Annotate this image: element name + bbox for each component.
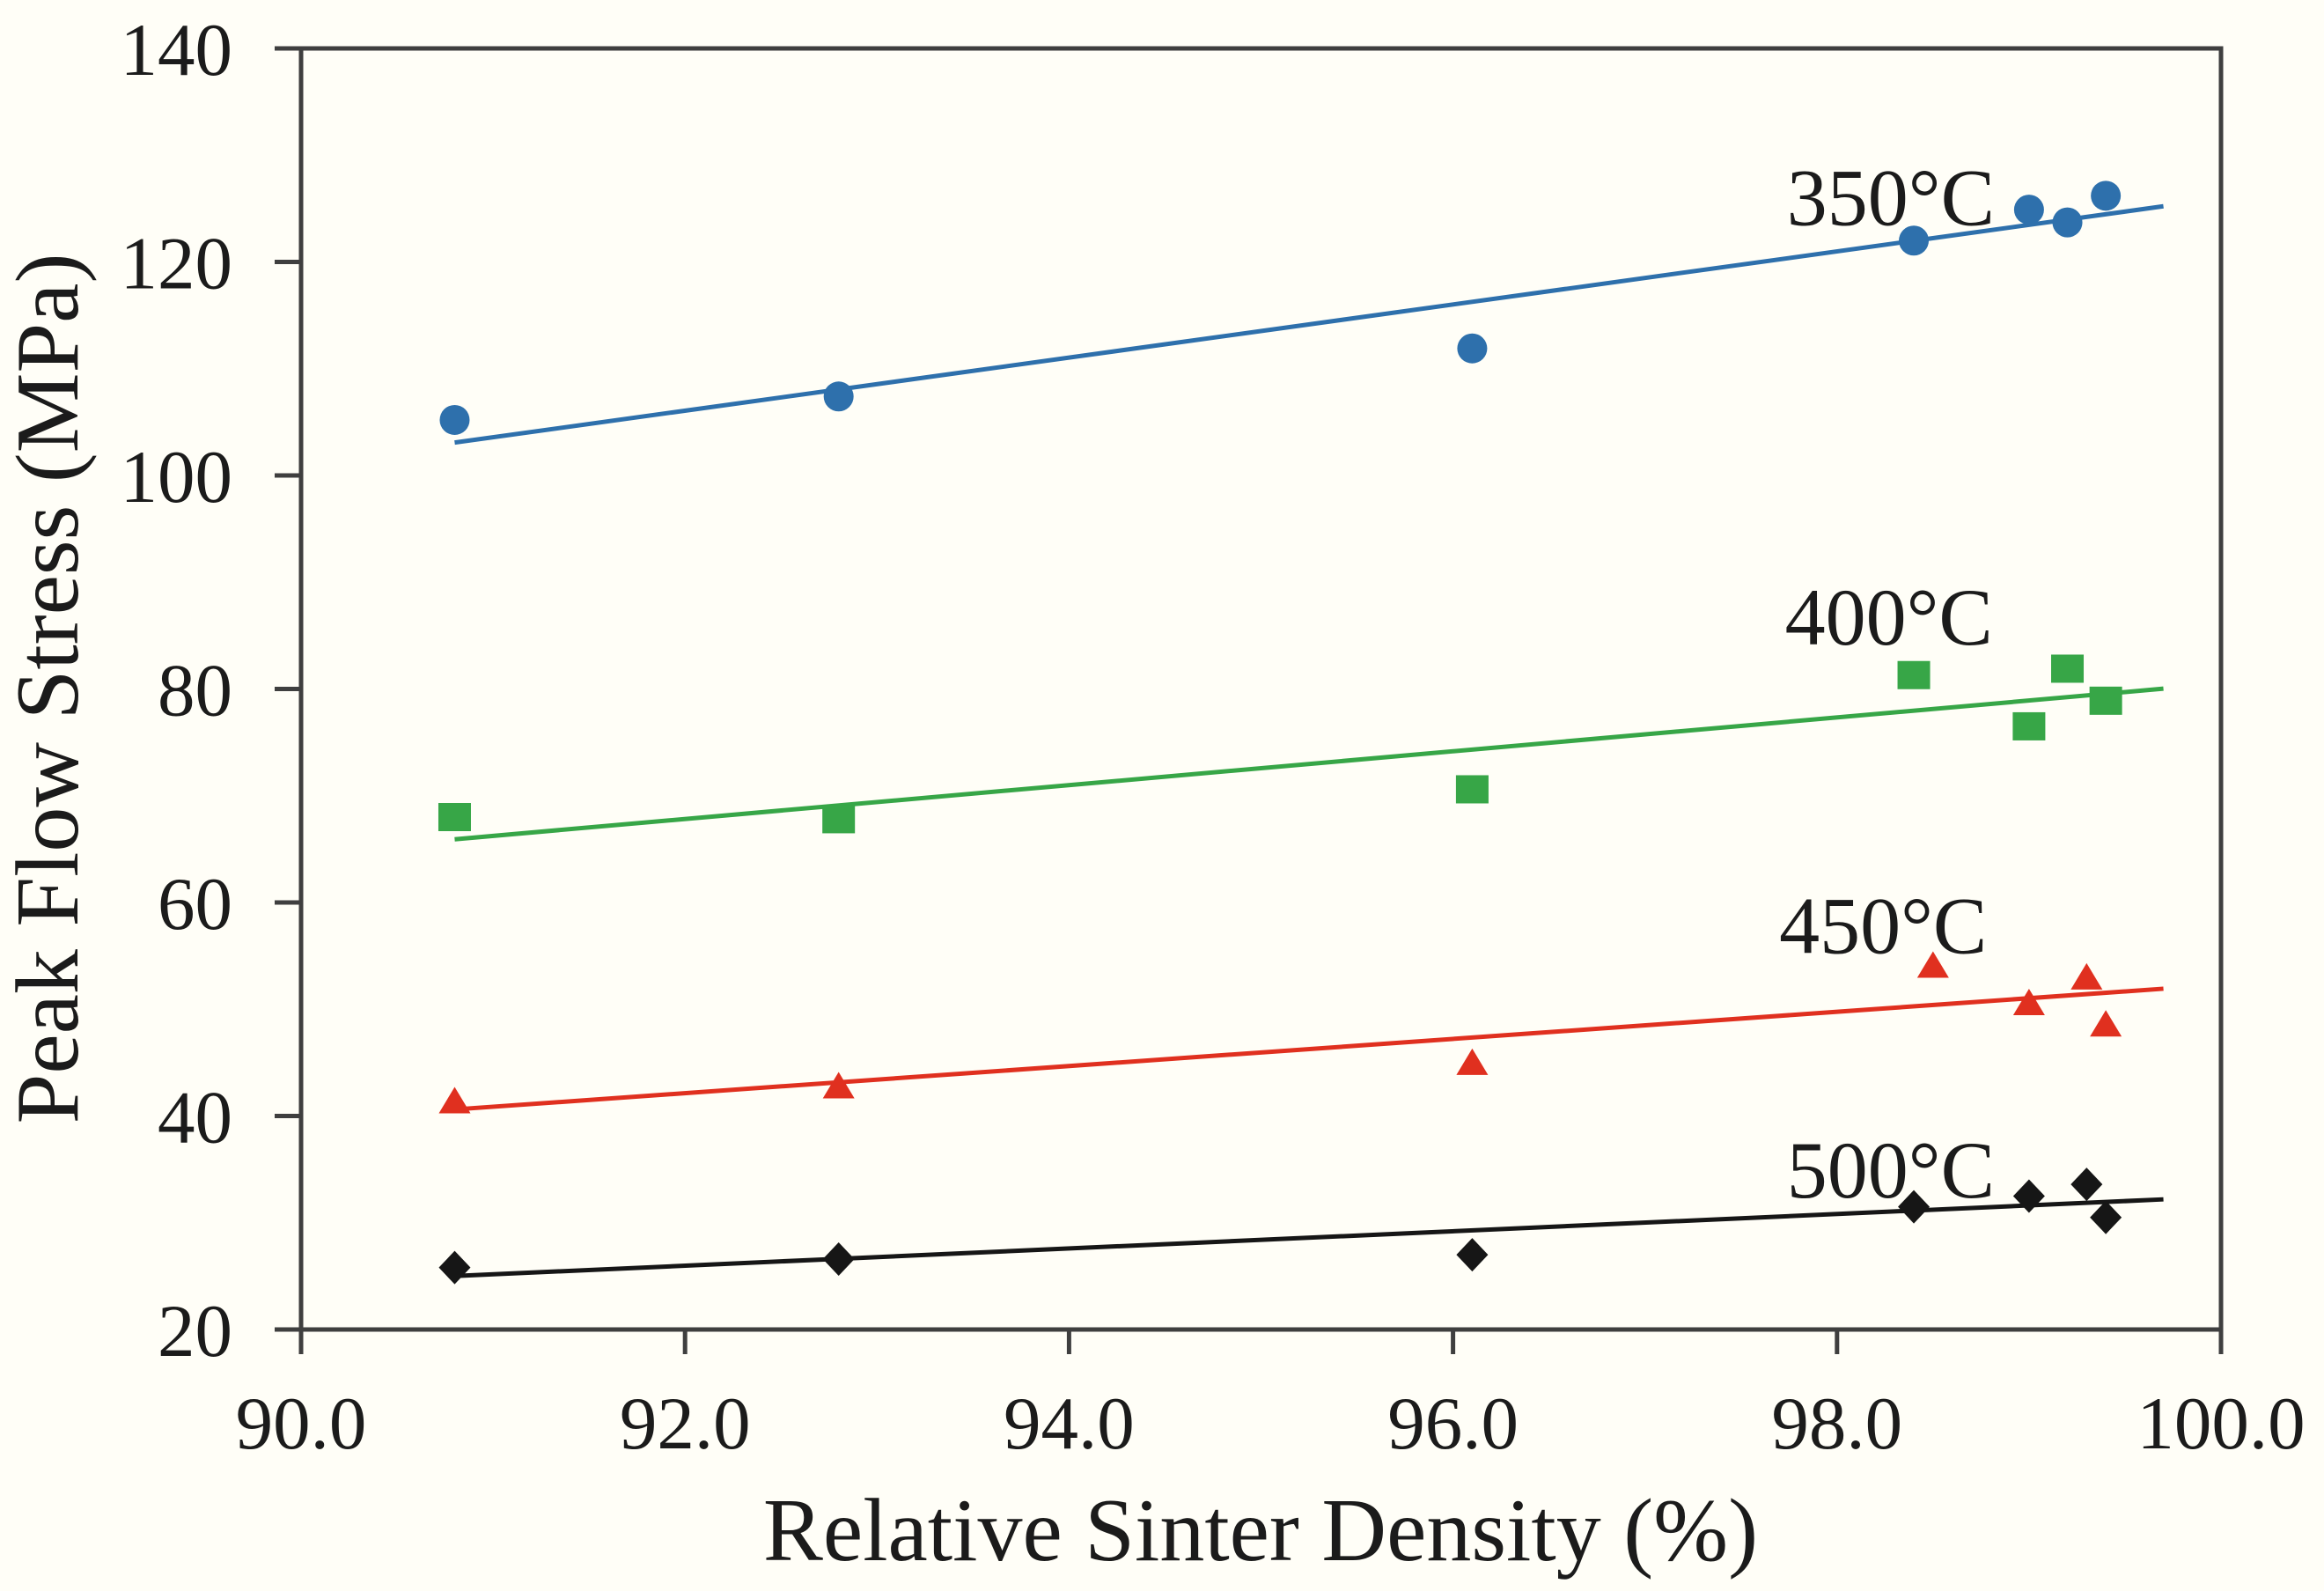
data-point-350°C [2013, 195, 2044, 225]
series-label-500°C: 500°C [1787, 1125, 1995, 1215]
data-point-500°C [1898, 1190, 1931, 1224]
data-point-400°C [2089, 686, 2122, 715]
trend-line-500°C [454, 1197, 2164, 1278]
trend-line-350°C [454, 203, 2164, 446]
x-tick-label: 90.0 [236, 1382, 367, 1465]
y-tick-label: 60 [158, 863, 232, 946]
data-point-450°C [438, 1086, 471, 1114]
data-point-350°C [1457, 333, 1488, 364]
data-point-450°C [822, 1072, 855, 1099]
data-point-350°C [2052, 207, 2083, 238]
trend-line-400°C [454, 686, 2164, 842]
data-point-500°C [2070, 1167, 2103, 1202]
y-tick-label: 40 [158, 1077, 232, 1160]
series-label-400°C: 400°C [1785, 572, 1993, 662]
data-point-450°C [2070, 962, 2103, 990]
series-label-450°C: 450°C [1779, 880, 1987, 970]
y-tick-label: 140 [121, 9, 233, 92]
data-point-500°C [1456, 1238, 1489, 1272]
data-point-350°C [823, 381, 854, 412]
trend-line-450°C [454, 986, 2164, 1112]
data-point-500°C [2012, 1179, 2045, 1213]
x-tick-label: 100.0 [2136, 1382, 2305, 1465]
y-tick-label: 120 [121, 223, 233, 306]
data-point-400°C [2051, 654, 2085, 683]
data-point-400°C [1897, 660, 1931, 689]
data-point-500°C [822, 1241, 855, 1276]
data-point-500°C [438, 1250, 471, 1285]
x-tick-label: 98.0 [1771, 1382, 1902, 1465]
data-point-450°C [1456, 1048, 1489, 1075]
data-point-400°C [822, 805, 856, 834]
x-tick-label: 96.0 [1387, 1382, 1519, 1465]
data-point-400°C [2012, 711, 2046, 740]
data-point-400°C [438, 803, 471, 831]
y-axis-title: Peak Flow Stress (MPa) [0, 254, 98, 1124]
x-axis-title: Relative Sinter Density (%) [763, 1481, 1758, 1580]
data-point-450°C [1916, 951, 1949, 978]
x-tick-label: 92.0 [620, 1382, 751, 1465]
y-tick-label: 100 [121, 436, 233, 519]
data-point-500°C [2090, 1200, 2122, 1234]
data-point-350°C [1899, 225, 1930, 256]
data-point-400°C [1455, 775, 1489, 804]
y-tick-label: 80 [158, 650, 232, 733]
series-label-350°C: 350°C [1787, 153, 1995, 243]
y-tick-label: 20 [158, 1290, 232, 1373]
data-point-350°C [439, 404, 470, 435]
data-point-450°C [2090, 1010, 2122, 1037]
x-tick-label: 94.0 [1004, 1382, 1135, 1465]
data-point-350°C [2091, 180, 2122, 211]
data-point-450°C [2012, 988, 2045, 1015]
